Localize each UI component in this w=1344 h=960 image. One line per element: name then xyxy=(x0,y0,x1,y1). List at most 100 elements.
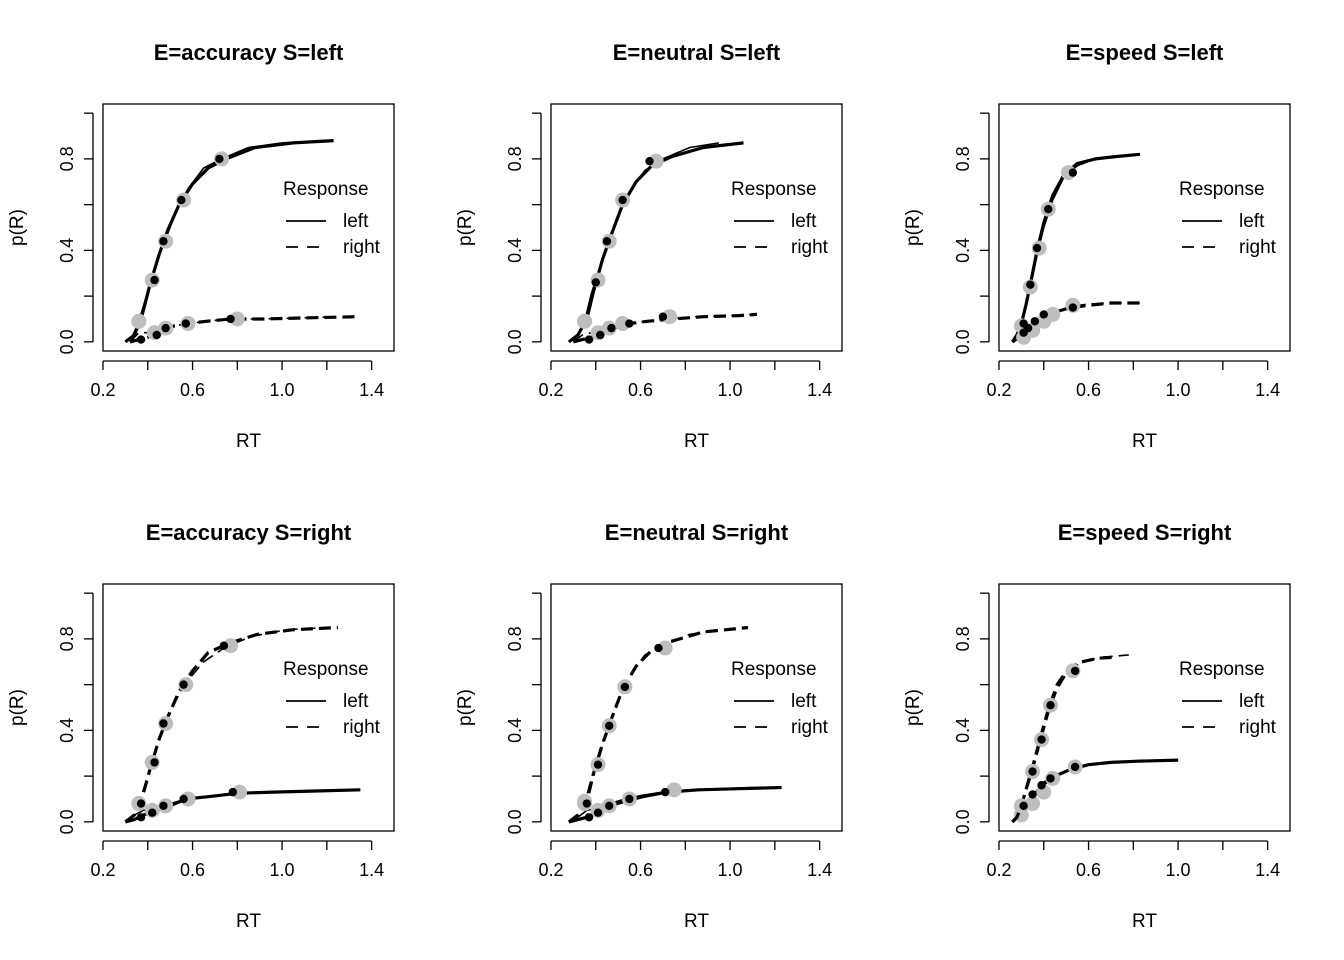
predicted-point xyxy=(150,758,159,767)
predicted-point xyxy=(1037,781,1046,790)
predicted-curve-left xyxy=(124,139,334,344)
panel-title: E=accuracy S=right xyxy=(146,520,352,545)
legend: Response left right xyxy=(283,659,381,738)
predicted-point xyxy=(179,794,188,804)
x-tick-label: 0.6 xyxy=(628,380,653,400)
x-axis: 0.2 0.6 1.0 1.4 xyxy=(90,360,384,400)
x-tick-label: 1.4 xyxy=(359,860,384,880)
observed-point xyxy=(666,782,682,798)
x-tick-label: 1.4 xyxy=(1255,380,1280,400)
x-tick-label: 0.2 xyxy=(90,860,115,880)
legend-label-right: right xyxy=(1239,237,1277,258)
x-tick-label: 1.4 xyxy=(359,380,384,400)
predicted-point xyxy=(607,323,616,333)
observed-point xyxy=(223,638,239,654)
observed-curve-left xyxy=(124,139,323,343)
x-axis-label: RT xyxy=(684,431,709,452)
y-tick-label: 0.8 xyxy=(953,626,973,651)
x-tick-label: 0.2 xyxy=(986,860,1011,880)
panel-5: E=neutral S=right 0.2 0.6 1.0 1.4 RT 0.0 0.4 0.8… xyxy=(455,520,843,932)
predicted-point xyxy=(161,323,170,333)
panel-1: E=accuracy S=left 0.2 0.6 1.0 1.4 RT 0.0 0.4 0.8… xyxy=(7,40,395,452)
y-tick-label: 0.0 xyxy=(505,329,525,354)
predicted-point xyxy=(148,808,157,817)
y-axis-label: p(R) xyxy=(903,689,924,726)
legend: Response left right xyxy=(1179,659,1277,738)
predicted-point xyxy=(1028,790,1037,799)
x-tick-label: 1.4 xyxy=(807,380,832,400)
y-tick-label: 0.4 xyxy=(953,238,973,263)
x-axis: 0.2 0.6 1.0 1.4 xyxy=(538,360,832,400)
predicted-point xyxy=(226,314,235,324)
x-tick-label: 0.2 xyxy=(538,380,563,400)
predicted-point xyxy=(179,680,188,689)
predicted-point xyxy=(219,641,229,650)
x-axis-label: RT xyxy=(684,911,709,932)
x-tick-label: 0.6 xyxy=(628,860,653,880)
y-tick-label: 0.0 xyxy=(57,329,77,354)
predicted-point xyxy=(1026,280,1035,289)
x-tick-label: 0.2 xyxy=(986,380,1011,400)
legend-title: Response xyxy=(731,659,817,680)
predicted-point xyxy=(593,808,603,817)
predicted-point xyxy=(1019,801,1028,811)
observed-point xyxy=(577,313,593,329)
x-tick-label: 1.0 xyxy=(718,860,743,880)
y-tick-label: 0.8 xyxy=(953,146,973,171)
predicted-point xyxy=(605,721,614,730)
predicted-point xyxy=(150,275,159,285)
predicted-point xyxy=(228,787,238,797)
panel-6: E=speed S=right 0.2 0.6 1.0 1.4 RT 0.0 0.4 0.8 p(… xyxy=(903,520,1291,932)
y-tick-label: 0.0 xyxy=(953,809,973,834)
x-axis-label: RT xyxy=(1132,911,1157,932)
predicted-curve-left xyxy=(567,141,744,344)
y-tick-label: 0.8 xyxy=(505,626,525,651)
plot-frame xyxy=(998,103,1291,352)
y-tick-label: 0.4 xyxy=(505,238,525,263)
y-axis-label: p(R) xyxy=(7,209,28,246)
y-axis: 0.0 0.4 0.8 xyxy=(953,112,990,354)
legend: Response left right xyxy=(731,659,829,738)
predicted-point xyxy=(645,156,654,166)
y-axis-label: p(R) xyxy=(903,209,924,246)
legend-label-left: left xyxy=(343,211,369,232)
predicted-point xyxy=(625,319,634,328)
legend: Response left right xyxy=(283,179,381,258)
series-right xyxy=(1011,297,1140,345)
x-axis-label: RT xyxy=(236,431,261,452)
legend: Response left right xyxy=(1179,179,1277,258)
predicted-curve-left xyxy=(1011,152,1141,343)
x-tick-label: 1.0 xyxy=(270,380,295,400)
x-axis: 0.2 0.6 1.0 1.4 xyxy=(538,840,832,880)
predicted-point xyxy=(582,799,592,808)
panel-title: E=speed S=left xyxy=(1066,40,1224,65)
x-tick-label: 1.0 xyxy=(1166,380,1191,400)
predicted-point xyxy=(654,643,663,653)
predicted-curve-right xyxy=(1011,655,1116,824)
x-tick-label: 0.6 xyxy=(180,380,205,400)
panel-title: E=speed S=right xyxy=(1058,520,1232,545)
predicted-point xyxy=(136,813,146,822)
plot-frame xyxy=(550,583,843,832)
y-axis: 0.0 0.4 0.8 xyxy=(57,112,94,354)
predicted-point xyxy=(136,335,146,344)
predicted-point xyxy=(618,195,627,205)
y-tick-label: 0.8 xyxy=(57,626,77,651)
predicted-point xyxy=(584,813,594,822)
predicted-point xyxy=(152,330,161,340)
legend-title: Response xyxy=(1179,659,1265,680)
observed-curve-left xyxy=(1011,153,1141,343)
predicted-point xyxy=(1032,243,1042,253)
x-tick-label: 1.4 xyxy=(1255,860,1280,880)
observed-point xyxy=(648,153,664,169)
x-axis: 0.2 0.6 1.0 1.4 xyxy=(986,360,1280,400)
panel-2: E=neutral S=left 0.2 0.6 1.0 1.4 RT 0.0 0.4 0.8 p… xyxy=(455,40,843,452)
predicted-point xyxy=(136,799,146,808)
observed-point xyxy=(229,311,245,327)
series-left xyxy=(124,784,361,824)
y-tick-label: 0.0 xyxy=(57,809,77,834)
y-tick-label: 0.4 xyxy=(953,718,973,743)
y-axis: 0.0 0.4 0.8 xyxy=(953,592,990,834)
